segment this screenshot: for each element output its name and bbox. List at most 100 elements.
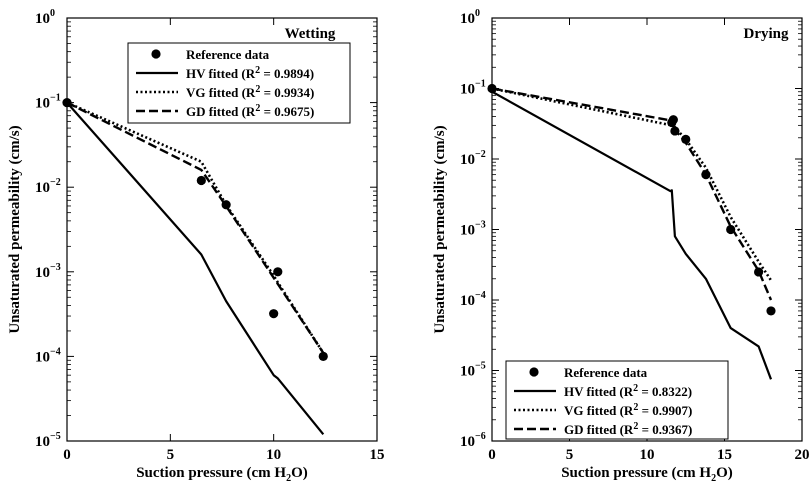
legend-label-name: Reference data (564, 365, 648, 380)
y-tick-exponent: −2 (50, 177, 61, 188)
y-tick-exponent: −6 (475, 431, 486, 442)
x-axis-label-main: Suction pressure (cm H (136, 465, 286, 481)
y-tick-exponent: 0 (50, 8, 55, 19)
legend-box (127, 42, 351, 124)
y-tick-label: 10−1 (35, 93, 61, 112)
y-tick-exponent: −4 (50, 346, 61, 357)
y-tick-label: 100 (35, 8, 55, 27)
legend-label-r2: = 0.9367) (638, 422, 692, 437)
legend-label-name: HV fitted (R (186, 66, 256, 81)
legend-label-name: Reference data (186, 47, 270, 62)
y-tick-label: 10−1 (460, 79, 486, 98)
y-tick-exponent: −3 (50, 262, 61, 273)
y-tick-label: 10−6 (460, 431, 486, 450)
y-tick-base: 10 (35, 180, 50, 196)
legend-label-r2: = 0.9894) (260, 66, 314, 81)
x-tick-label: 0 (63, 447, 71, 463)
y-axis-label: Unsaturated permeability (cm/s) (432, 125, 448, 333)
x-tick-label: 5 (566, 447, 574, 463)
y-tick-base: 10 (460, 434, 475, 450)
legend-label-r2: = 0.9934) (260, 85, 314, 100)
x-axis-label: Suction pressure (cm H2O) (136, 465, 308, 484)
legend-label: VG fitted (R2 = 0.9934) (186, 84, 314, 100)
solid-fitted-line (66, 101, 325, 435)
reference-data-point (196, 175, 206, 186)
x-axis-label: Suction pressure (cm H2O) (561, 465, 733, 484)
plot-frame (66, 17, 378, 442)
y-tick-base: 10 (460, 152, 475, 168)
legend-label-name: GD fitted (R (186, 104, 256, 119)
reference-data-point (318, 351, 328, 361)
y-tick-exponent: −1 (475, 79, 486, 90)
legend-label-superscript: 2 (633, 383, 638, 394)
legend-label-superscript: 2 (633, 402, 638, 413)
y-tick-base: 10 (460, 364, 475, 380)
legend-marker (151, 49, 161, 59)
legend-label-r2: = 0.8322) (638, 384, 692, 399)
legend-label-superscript: 2 (255, 103, 260, 114)
x-axis-label-end: O) (716, 465, 733, 481)
y-tick-base: 10 (35, 96, 50, 112)
legend-marker (529, 367, 539, 377)
y-tick-base: 10 (460, 293, 475, 309)
y-tick-base: 10 (35, 265, 50, 281)
legend-label: Reference data (564, 365, 648, 380)
y-tick-label: 100 (460, 8, 480, 27)
y-tick-label: 10−4 (460, 290, 486, 309)
chart-title: Wetting (285, 26, 336, 42)
legend-box (505, 360, 729, 440)
x-tick-label: 0 (488, 447, 496, 463)
legend-label: GD fitted (R2 = 0.9367) (564, 421, 692, 437)
reference-data-point (269, 309, 279, 319)
legend-label-superscript: 2 (633, 421, 638, 432)
y-tick-exponent: −3 (475, 220, 486, 231)
y-tick-label: 10−2 (460, 149, 486, 168)
dotted-fitted-line (66, 101, 325, 354)
legend-label: HV fitted (R2 = 0.8322) (564, 383, 692, 399)
legend-label-name: HV fitted (R (564, 384, 634, 399)
legend-label-superscript: 2 (255, 84, 260, 95)
y-tick-label: 10−4 (35, 346, 61, 365)
y-tick-label: 10−5 (460, 361, 486, 380)
x-tick-label: 10 (266, 447, 281, 463)
x-tick-label: 15 (717, 447, 732, 463)
legend-label-superscript: 2 (255, 65, 260, 76)
x-axis-label-subscript: 2 (711, 473, 716, 484)
legend-label: HV fitted (R2 = 0.9894) (186, 65, 314, 81)
y-tick-base: 10 (460, 82, 475, 98)
x-tick-label: 20 (795, 447, 809, 463)
y-tick-label: 10−3 (35, 262, 61, 281)
y-tick-base: 10 (460, 11, 475, 27)
solid-fitted-line (491, 90, 773, 380)
x-tick-label: 10 (640, 447, 655, 463)
y-tick-base: 10 (35, 434, 50, 450)
legend-label-r2: = 0.9907) (638, 403, 692, 418)
dashed-fitted-line (66, 101, 325, 354)
y-tick-label: 10−3 (460, 220, 486, 239)
legend-label: Reference data (186, 47, 270, 62)
y-tick-exponent: −5 (475, 361, 486, 372)
dotted-fitted-line (491, 87, 773, 282)
y-tick-exponent: −2 (475, 149, 486, 160)
y-tick-exponent: −1 (50, 93, 61, 104)
y-tick-label: 10−2 (35, 177, 61, 196)
legend-label-name: GD fitted (R (564, 422, 634, 437)
x-axis-label-main: Suction pressure (cm H (561, 465, 711, 481)
y-tick-base: 10 (35, 11, 50, 27)
chart-title: Drying (744, 26, 790, 42)
legend-label: VG fitted (R2 = 0.9907) (564, 402, 692, 418)
dashed-fitted-line (491, 87, 773, 301)
x-tick-label: 5 (167, 447, 175, 463)
legend-label-r2: = 0.9675) (260, 104, 314, 119)
legend-label-name: VG fitted (R (564, 403, 634, 418)
reference-data-point (273, 267, 283, 277)
y-tick-label: 10−5 (35, 431, 61, 450)
x-tick-label: 15 (370, 447, 385, 463)
x-axis-label-end: O) (291, 465, 308, 481)
y-tick-exponent: −4 (475, 290, 486, 301)
legend-label: GD fitted (R2 = 0.9675) (186, 103, 314, 119)
y-tick-exponent: 0 (475, 8, 480, 19)
